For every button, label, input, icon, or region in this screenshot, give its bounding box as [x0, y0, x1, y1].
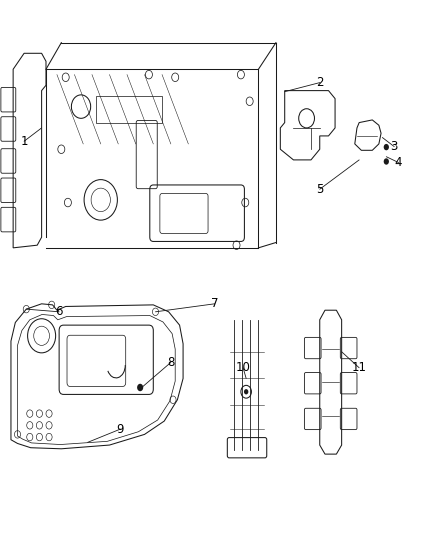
Text: 5: 5	[316, 183, 323, 196]
Text: 9: 9	[117, 423, 124, 435]
Text: 7: 7	[211, 297, 219, 310]
Circle shape	[384, 158, 389, 165]
Text: 3: 3	[391, 140, 398, 153]
Text: 1: 1	[20, 135, 28, 148]
Circle shape	[384, 144, 389, 150]
Text: 4: 4	[395, 156, 403, 169]
Circle shape	[244, 389, 248, 394]
Text: 10: 10	[236, 361, 251, 374]
Text: 11: 11	[352, 361, 367, 374]
Text: 8: 8	[167, 356, 174, 369]
Text: 2: 2	[316, 76, 324, 89]
Circle shape	[137, 384, 143, 391]
Text: 6: 6	[55, 305, 63, 318]
